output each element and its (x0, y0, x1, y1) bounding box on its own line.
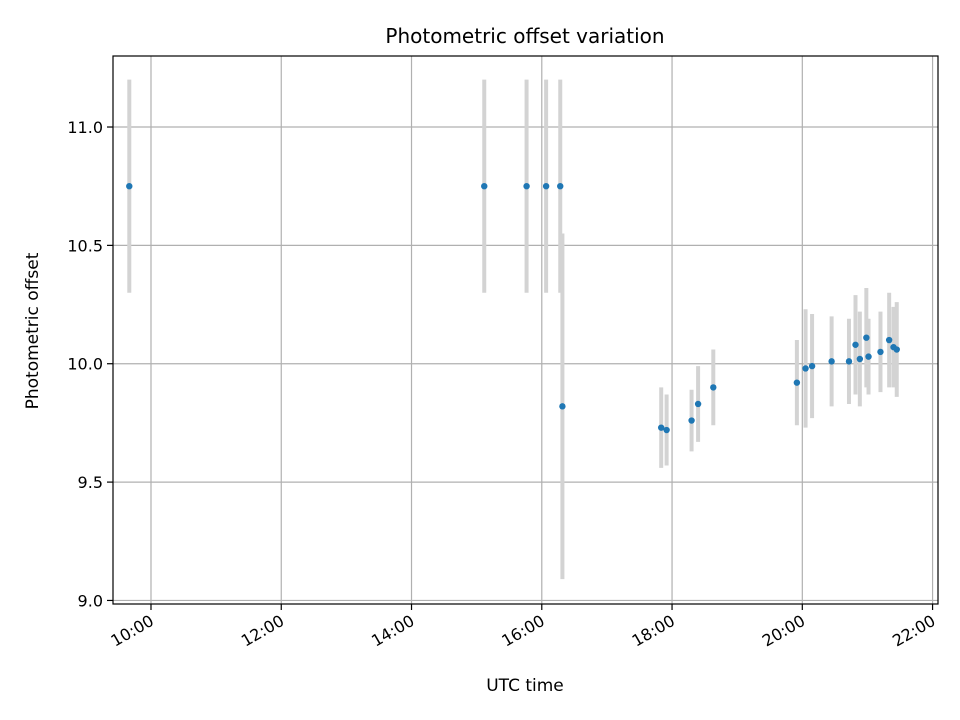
y-tick-label: 9.5 (78, 473, 103, 492)
data-point (657, 424, 665, 431)
data-point (856, 355, 864, 363)
y-tick-label: 11.0 (67, 118, 103, 137)
data-points (126, 182, 900, 434)
data-point (828, 358, 835, 365)
plot-frame (112, 55, 939, 605)
data-point (808, 362, 816, 370)
x-tick-label: 16:00 (498, 611, 547, 651)
data-point (877, 348, 884, 356)
data-point (557, 182, 564, 190)
data-point (885, 336, 893, 344)
x-axis-label: UTC time (486, 676, 564, 696)
x-tick-label: 10:00 (108, 611, 157, 651)
data-point (688, 417, 695, 424)
axes: 10:00 12:00 14:00 16:00 18:00 20:00 22:00 9.0 9.… (67, 118, 938, 651)
data-point (793, 379, 801, 386)
data-point (694, 400, 702, 408)
data-point (802, 365, 809, 372)
error-bars (127, 79, 899, 580)
data-point (710, 384, 717, 391)
data-point (865, 353, 872, 360)
x-tick-label: 22:00 (889, 611, 938, 651)
x-tick-label: 20:00 (759, 611, 808, 651)
y-tick-label: 10.0 (67, 355, 103, 374)
chart-title: Photometric offset variation (385, 24, 664, 48)
grid-layer (113, 56, 938, 604)
data-point (126, 182, 133, 190)
y-tick-label: 10.5 (67, 236, 103, 255)
data-point (863, 334, 870, 341)
x-tick-label: 14:00 (368, 611, 417, 651)
data-point (559, 403, 566, 410)
data-point (523, 182, 530, 190)
data-point (845, 358, 853, 365)
data-point (893, 346, 900, 353)
x-tick-label: 18:00 (629, 611, 678, 651)
x-tick-label: 12:00 (238, 611, 287, 651)
data-point (663, 426, 670, 434)
y-tick-label: 9.0 (78, 591, 103, 610)
y-axis-label: Photometric offset (23, 252, 43, 409)
data-point (542, 182, 550, 190)
data-point (481, 182, 488, 190)
data-point (852, 341, 859, 348)
